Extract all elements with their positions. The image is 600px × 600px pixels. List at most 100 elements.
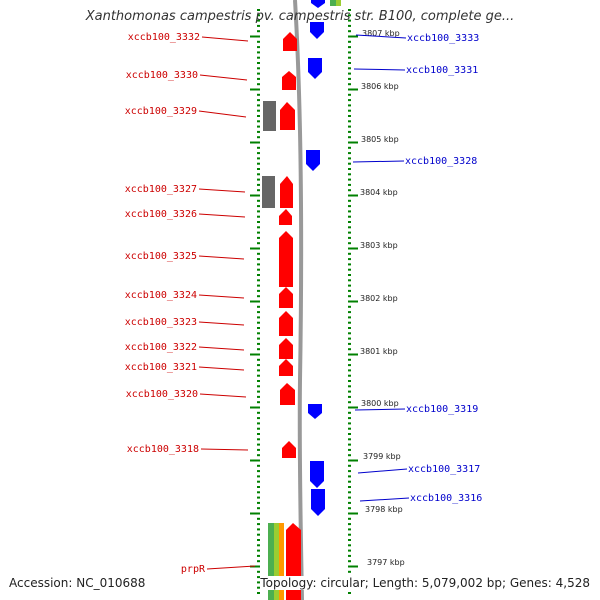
tick-right xyxy=(348,226,351,229)
tick-left xyxy=(257,199,260,202)
tick-right xyxy=(348,279,351,282)
tick-right xyxy=(348,554,351,557)
tick-left xyxy=(257,395,260,398)
gene-arrow-3324[interactable] xyxy=(279,287,293,308)
tick-left xyxy=(257,433,260,435)
tick-right xyxy=(348,77,351,80)
tick-right xyxy=(348,422,351,425)
tick-left xyxy=(257,570,260,573)
gene-arrow-3330[interactable] xyxy=(282,71,296,90)
tick-right xyxy=(348,231,351,234)
tick-right xyxy=(348,252,351,255)
gene-arrow-3321[interactable] xyxy=(279,359,293,376)
tick-right xyxy=(348,369,351,372)
tick-left xyxy=(257,173,260,176)
tick-right xyxy=(348,274,351,276)
label-leader xyxy=(198,255,245,260)
tick-left xyxy=(250,88,260,91)
tick-left xyxy=(257,475,260,478)
gene-arrow-3332[interactable] xyxy=(283,32,297,51)
tick-left xyxy=(257,486,260,488)
gene-label-forward: xccb100_3319 xyxy=(406,404,478,415)
tick-right xyxy=(348,109,351,112)
gene-arrow-3329[interactable] xyxy=(280,102,295,130)
tick-right xyxy=(348,385,351,388)
tick-right xyxy=(348,67,351,70)
tick-left xyxy=(257,183,260,186)
gene-label-reverse: xccb100_3326 xyxy=(125,209,197,220)
gene-label-reverse: xccb100_3325 xyxy=(125,251,197,262)
tick-left xyxy=(257,279,260,282)
feature-band-yellowgreen xyxy=(274,523,279,600)
label-leader xyxy=(200,448,249,451)
gene-arrow-3325[interactable] xyxy=(279,231,293,287)
label-leader xyxy=(201,36,249,42)
gene-arrow-3331[interactable] xyxy=(308,58,322,79)
tick-right xyxy=(348,342,351,345)
tick-left xyxy=(257,130,260,133)
gene-arrow-3323[interactable] xyxy=(279,311,293,336)
tick-right xyxy=(348,406,358,409)
tick-left xyxy=(257,491,260,494)
tick-left xyxy=(257,168,260,170)
tick-right xyxy=(348,300,358,303)
tick-left xyxy=(257,544,260,547)
tick-right xyxy=(348,549,351,552)
tick-right xyxy=(348,327,351,329)
label-leader xyxy=(199,393,247,398)
tick-right xyxy=(348,141,358,144)
accession-label: Accession: NC_010688 xyxy=(9,576,146,590)
gene-arrow-3318[interactable] xyxy=(282,441,296,458)
tick-left xyxy=(257,305,260,308)
tick-right xyxy=(348,136,351,139)
tick-right xyxy=(348,337,351,340)
gene-arrow-3320[interactable] xyxy=(280,383,295,405)
tick-right xyxy=(348,348,351,351)
tick-right xyxy=(348,205,351,208)
tick-left xyxy=(257,380,260,382)
tick-right xyxy=(348,544,351,547)
gene-arrow-3327[interactable] xyxy=(280,176,293,208)
tick-left xyxy=(257,115,260,117)
tick-left xyxy=(257,14,260,17)
tick-right xyxy=(348,215,351,218)
tick-left xyxy=(257,221,260,223)
tick-left xyxy=(257,226,260,229)
tick-left xyxy=(257,157,260,160)
tick-right xyxy=(348,146,351,149)
tick-left xyxy=(257,72,260,75)
tick-left xyxy=(257,427,260,430)
tick-right xyxy=(348,247,358,250)
tick-left xyxy=(257,342,260,345)
label-leader xyxy=(206,565,256,570)
gene-arrow-3333[interactable] xyxy=(310,22,324,39)
gene-arrow-3333-top[interactable] xyxy=(311,0,325,8)
gene-arrow-3316[interactable] xyxy=(311,489,325,516)
tick-right xyxy=(348,115,351,117)
gene-arrow-3317[interactable] xyxy=(310,461,324,488)
scale-label: 3805 kbp xyxy=(361,135,399,144)
tick-left xyxy=(257,411,260,414)
tick-right xyxy=(348,459,358,462)
tick-right xyxy=(348,62,351,64)
tick-left xyxy=(257,507,260,510)
grey-feature-3329 xyxy=(263,101,276,131)
tick-left xyxy=(257,533,260,536)
gene-label-reverse: xccb100_3330 xyxy=(126,70,198,81)
gene-arrow-3326[interactable] xyxy=(279,209,292,225)
tick-left xyxy=(250,406,260,409)
tick-left xyxy=(250,512,260,515)
tick-right xyxy=(348,152,351,155)
gene-arrow-3319[interactable] xyxy=(308,404,322,419)
tick-left xyxy=(257,178,260,181)
feature-band-top-yellowgreen xyxy=(336,0,341,6)
gene-arrow-3322[interactable] xyxy=(279,338,293,359)
tick-left xyxy=(257,337,260,340)
gene-arrow-3328[interactable] xyxy=(306,150,320,171)
tick-right xyxy=(348,311,351,314)
tick-left xyxy=(257,311,260,314)
other-features xyxy=(262,101,276,208)
tick-right xyxy=(348,9,351,11)
gene-label-forward: xccb100_3331 xyxy=(406,65,478,76)
